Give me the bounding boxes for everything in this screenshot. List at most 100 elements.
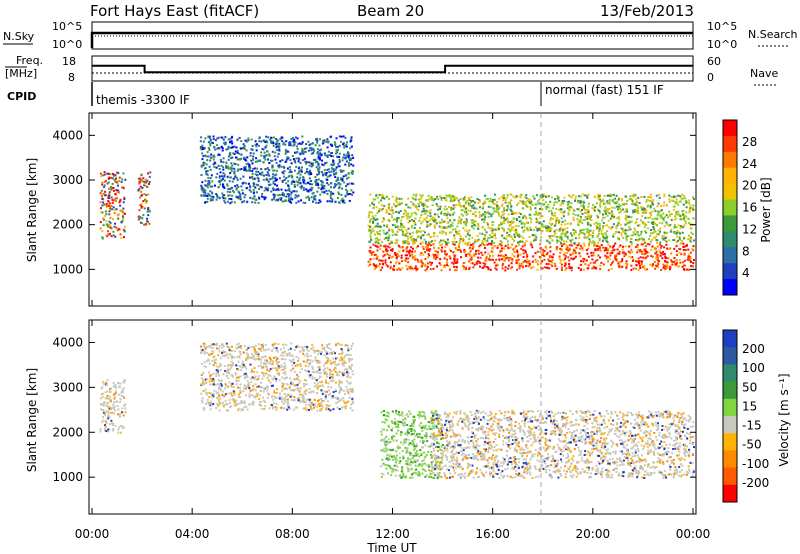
data-cell (117, 431, 120, 434)
data-cell (418, 227, 421, 229)
data-cell (307, 181, 310, 184)
data-cell (266, 167, 269, 170)
data-cell (444, 197, 447, 200)
data-cell (554, 214, 557, 217)
data-cell (459, 250, 462, 253)
data-cell (345, 177, 348, 180)
data-cell (288, 187, 291, 190)
data-cell (312, 349, 315, 352)
data-cell (427, 241, 430, 244)
data-cell (568, 259, 571, 262)
data-cell (596, 226, 599, 229)
data-cell (146, 179, 149, 182)
data-cell (627, 229, 629, 232)
data-cell (273, 391, 276, 394)
data-cell (317, 186, 320, 189)
data-cell (526, 226, 529, 229)
data-cell (597, 254, 600, 257)
data-cell (317, 155, 320, 158)
data-cell (423, 231, 426, 234)
data-cell (643, 268, 646, 271)
data-cell (236, 151, 239, 154)
data-cell (517, 225, 520, 228)
data-cell (292, 140, 295, 143)
data-cell (254, 173, 257, 176)
data-cell (508, 228, 511, 231)
data-cell (263, 151, 266, 154)
data-cell (560, 248, 563, 251)
data-cell (320, 153, 323, 156)
data-cell (206, 401, 209, 404)
data-cell (321, 400, 324, 402)
data-cell (488, 242, 491, 245)
data-cell (322, 141, 325, 144)
data-cell (684, 222, 687, 225)
data-cell (577, 207, 580, 210)
data-cell (305, 161, 308, 164)
data-cell (677, 224, 680, 227)
data-cell (432, 217, 435, 220)
data-cell (560, 236, 563, 239)
data-cell (230, 355, 233, 358)
data-cell (424, 212, 427, 214)
data-cell (570, 257, 573, 260)
data-cell (663, 193, 666, 196)
data-cell (587, 235, 590, 238)
data-cell (427, 211, 430, 214)
data-cell (274, 199, 277, 202)
data-cell (320, 389, 323, 392)
data-cell (462, 199, 465, 201)
data-cell (248, 163, 251, 166)
data-cell (479, 213, 482, 216)
data-cell (501, 254, 504, 257)
data-cell (326, 168, 329, 171)
data-cell (434, 253, 437, 256)
data-cell (613, 215, 616, 218)
data-cell (468, 260, 471, 263)
data-cell (523, 223, 526, 226)
data-cell (650, 255, 653, 257)
data-cell (601, 233, 604, 236)
data-cell (653, 261, 656, 263)
data-cell (571, 234, 574, 237)
data-cell (668, 210, 671, 213)
data-cell (589, 218, 591, 221)
data-cell (636, 233, 639, 236)
data-cell (598, 238, 601, 240)
data-cell (351, 358, 354, 361)
data-cell (122, 381, 125, 384)
data-cell (210, 174, 213, 177)
data-cell (105, 422, 108, 425)
data-cell (504, 245, 507, 247)
data-cell (598, 198, 601, 201)
data-cell (257, 393, 259, 396)
data-cell (408, 219, 411, 222)
data-cell (524, 259, 527, 262)
data-cell (507, 246, 509, 249)
data-cell (235, 404, 238, 406)
data-cell (112, 385, 115, 388)
data-cell (227, 377, 230, 380)
data-cell (377, 201, 380, 204)
data-cell (421, 210, 424, 213)
data-cell (589, 224, 592, 227)
data-cell (118, 201, 121, 204)
data-cell (383, 224, 386, 227)
data-cell (453, 234, 455, 237)
data-cell (252, 182, 255, 185)
data-cell (318, 366, 321, 369)
data-cell (653, 207, 656, 210)
data-cell (266, 376, 269, 379)
data-cell (238, 152, 241, 155)
data-cell (378, 208, 381, 211)
data-cell (574, 229, 577, 232)
data-cell (281, 200, 284, 203)
data-cell (333, 162, 336, 165)
data-cell (431, 216, 434, 219)
data-cell (299, 161, 302, 164)
data-cell (102, 381, 105, 384)
data-cell (349, 354, 352, 356)
data-cell (640, 219, 642, 222)
data-cell (278, 164, 281, 167)
data-cell (451, 224, 454, 227)
